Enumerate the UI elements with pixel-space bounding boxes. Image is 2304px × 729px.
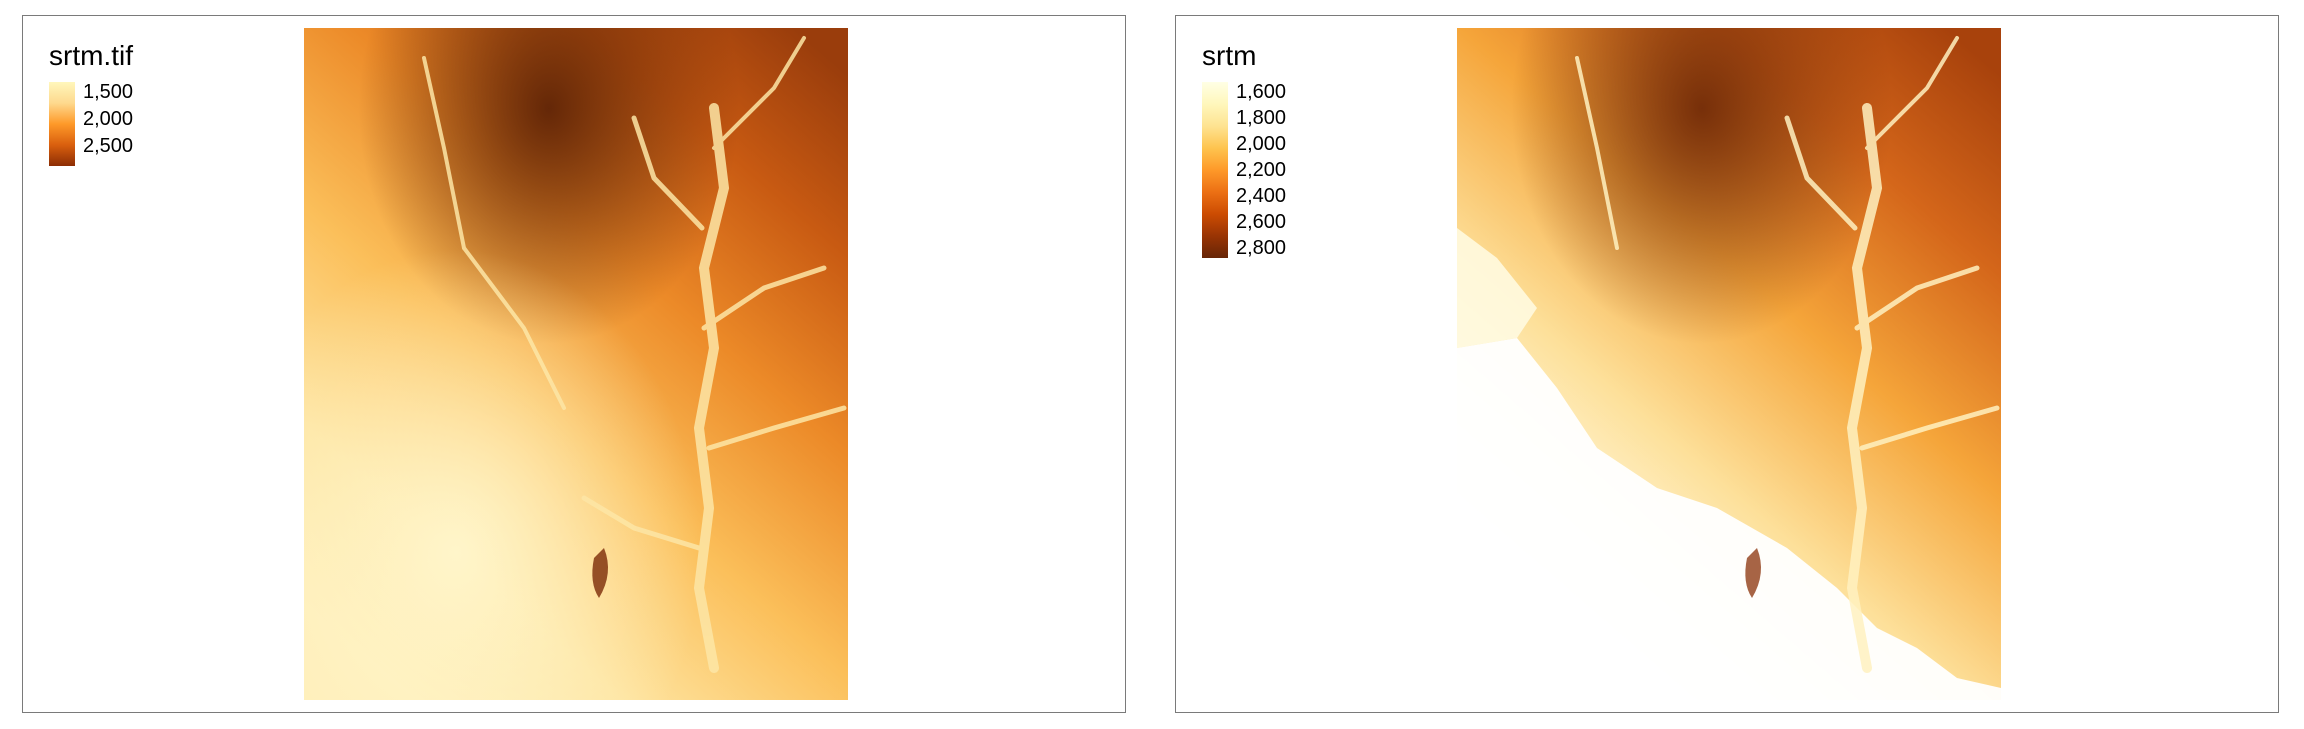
legend-label: 2,400 <box>1236 185 1287 207</box>
map-panel-srtm: srtm 1,600 1,800 2,000 2,200 2,400 2,600… <box>1175 15 2279 713</box>
legend-label: 1,800 <box>1236 107 1287 129</box>
legend: srtm.tif 1,500 2,000 2,500 <box>49 42 133 166</box>
legend-label: 2,000 <box>1236 133 1287 155</box>
legend-label: 2,800 <box>1236 237 1287 259</box>
legend-label: 2,200 <box>1236 159 1287 181</box>
legend-label: 1,600 <box>1236 81 1287 103</box>
legend-label: 2,600 <box>1236 211 1287 233</box>
legend-title: srtm.tif <box>49 40 133 71</box>
elevation-raster <box>304 28 848 700</box>
legend-color-ramp <box>49 82 75 166</box>
legend: srtm 1,600 1,800 2,000 2,200 2,400 2,600… <box>1202 40 1286 258</box>
legend-color-ramp <box>1202 82 1228 258</box>
elevation-raster <box>1457 28 2001 700</box>
legend-label: 2,500 <box>83 135 134 157</box>
legend-label: 2,000 <box>83 108 134 130</box>
legend-label: 1,500 <box>83 81 134 103</box>
map-panel-srtm-tif: srtm.tif 1,500 2,000 2,500 <box>22 15 1126 713</box>
legend-title: srtm <box>1202 40 1257 71</box>
